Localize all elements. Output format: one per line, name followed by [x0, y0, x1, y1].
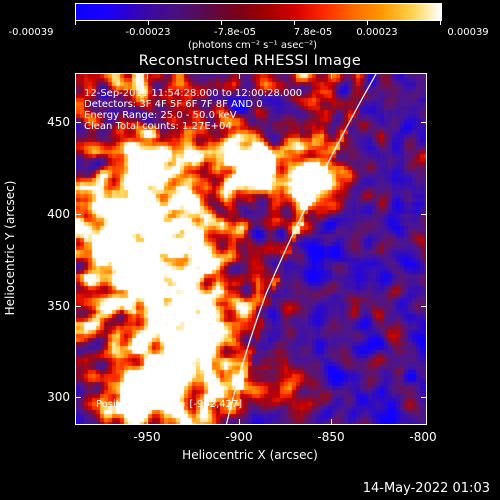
x-tick-label: -800: [409, 430, 437, 444]
colorbar-tick: [440, 20, 441, 25]
colorbar-label: 0.00023: [356, 27, 398, 38]
colorbar-tick: [148, 20, 149, 25]
info-clean-counts: Clean Total counts: 1.27E+04: [84, 121, 232, 132]
y-tick-mark: [421, 397, 427, 398]
info-detectors: Detectors: 3F 4F 5F 6F 7F 8F AND 0: [84, 99, 263, 110]
colorbar-tick: [221, 20, 222, 25]
x-axis-title: Heliocentric X (arcsec): [182, 448, 318, 462]
y-tick-label: 400: [47, 207, 70, 221]
colorbar-label: -0.00039: [8, 27, 54, 38]
x-tick-label: -950: [133, 430, 161, 444]
x-tick-mark: [331, 73, 332, 79]
colorbar-label: -0.00023: [125, 27, 171, 38]
y-tick-mark: [75, 122, 81, 123]
x-tick-label: -850: [317, 430, 345, 444]
x-tick-mark: [147, 419, 148, 425]
x-tick-mark: [147, 73, 148, 79]
y-tick-label: 300: [47, 390, 70, 404]
colorbar-label: 7.8e-05: [293, 27, 333, 38]
colorbar-label: -7.8e-05: [214, 27, 256, 38]
colorbar-tick: [367, 20, 368, 25]
x-tick-mark: [331, 419, 332, 425]
x-tick-label: -900: [225, 430, 253, 444]
y-tick-mark: [421, 122, 427, 123]
rhessi-heatmap: [76, 74, 426, 424]
footer-date: 14-May-2022 01:03: [362, 481, 490, 496]
y-tick-mark: [75, 397, 81, 398]
colorbar: [75, 3, 442, 21]
peak-position: Position of Peak = [-902,427]: [96, 399, 243, 410]
plot-area: 12-Sep-2011 11:54:28.000 to 12:00:28.000…: [75, 73, 427, 425]
colorbar-tick: [294, 20, 295, 25]
solar-limb: [225, 74, 377, 424]
x-tick-mark: [239, 73, 240, 79]
info-energy-range: Energy Range: 25.0 - 50.0 keV: [84, 110, 237, 121]
y-axis-title: Heliocentric Y (arcsec): [3, 180, 17, 316]
colorbar-units: (photons cm⁻² s⁻¹ asec⁻²): [188, 40, 318, 51]
y-tick-label: 450: [47, 115, 70, 129]
x-tick-mark: [239, 419, 240, 425]
y-tick-mark: [421, 214, 427, 215]
colorbar-label: 0.00039: [447, 27, 489, 38]
y-tick-label: 350: [47, 299, 70, 313]
y-tick-mark: [421, 306, 427, 307]
solar-limb-line: [225, 74, 377, 424]
plot-title: Reconstructed RHESSI Image: [138, 53, 362, 69]
colorbar-tick: [75, 20, 76, 25]
y-tick-mark: [75, 306, 81, 307]
y-tick-mark: [75, 214, 81, 215]
info-time-range: 12-Sep-2011 11:54:28.000 to 12:00:28.000: [84, 88, 303, 99]
